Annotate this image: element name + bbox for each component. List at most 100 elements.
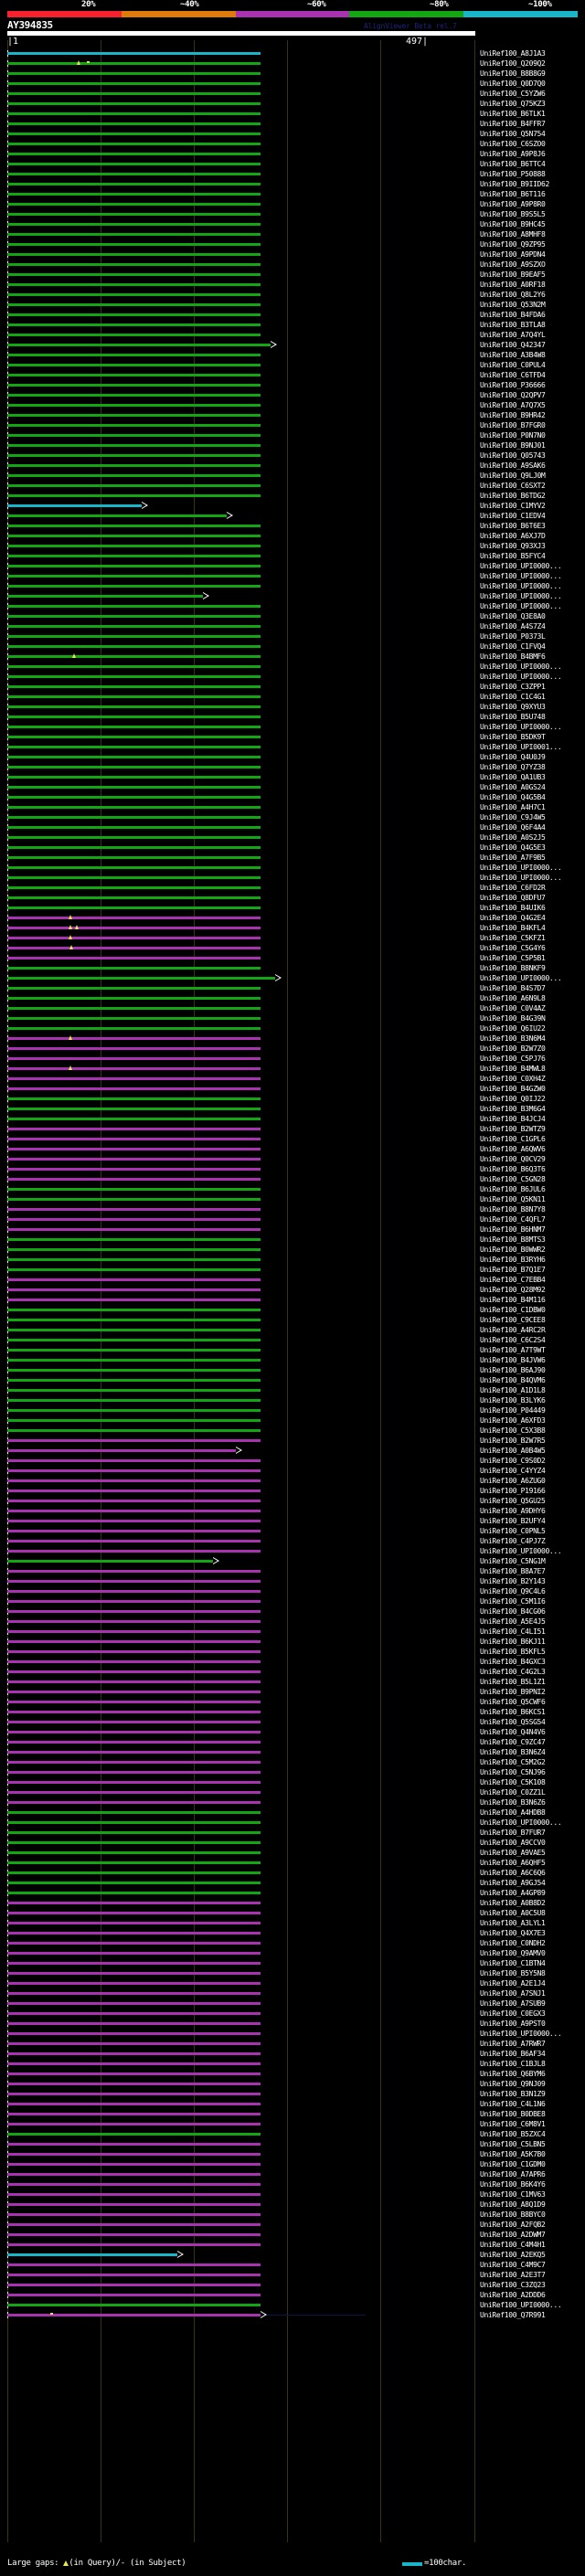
- hsp-row[interactable]: [0, 139, 585, 149]
- hsp-bar[interactable]: [7, 1007, 261, 1010]
- hit-id-label[interactable]: UniRef100_C9J4W5: [480, 813, 546, 822]
- hit-id-label[interactable]: UniRef100_C0EGX3: [480, 2009, 546, 2018]
- hit-id-label[interactable]: UniRef100_A9P8R0: [480, 200, 546, 208]
- hsp-bar[interactable]: [7, 1087, 261, 1090]
- hsp-row[interactable]: [0, 641, 585, 652]
- hsp-bar[interactable]: [7, 736, 261, 738]
- hsp-row[interactable]: [0, 280, 585, 290]
- hit-id-label[interactable]: UniRef100_C5M2G2: [480, 1758, 546, 1766]
- hsp-bar[interactable]: [7, 2173, 261, 2176]
- hsp-bar[interactable]: [7, 605, 261, 608]
- hsp-row[interactable]: [0, 1023, 585, 1034]
- hsp-row[interactable]: [0, 1436, 585, 1446]
- hit-id-label[interactable]: UniRef100_C5PJ76: [480, 1055, 546, 1063]
- hit-id-label[interactable]: UniRef100_A1D1L8: [480, 1386, 546, 1394]
- hit-id-label[interactable]: UniRef100_B4G39N: [480, 1014, 546, 1023]
- hit-id-label[interactable]: UniRef100_B9EAF5: [480, 270, 546, 279]
- hsp-bar[interactable]: [7, 1580, 261, 1583]
- hsp-bar[interactable]: [7, 655, 261, 658]
- hit-id-label[interactable]: UniRef100_Q9AMV0: [480, 1949, 546, 1957]
- hsp-bar[interactable]: [7, 695, 261, 698]
- hsp-bar[interactable]: [7, 1037, 261, 1040]
- hit-id-label[interactable]: UniRef100_B6T116: [480, 190, 546, 198]
- hsp-row[interactable]: [0, 99, 585, 109]
- hsp-bar[interactable]: [7, 555, 261, 557]
- hsp-row[interactable]: [0, 79, 585, 89]
- hsp-bar[interactable]: [7, 816, 261, 819]
- hsp-row[interactable]: [0, 239, 585, 249]
- hsp-row[interactable]: [0, 1687, 585, 1697]
- hsp-row[interactable]: [0, 1617, 585, 1627]
- hit-id-label[interactable]: UniRef100_C4M9C7: [480, 2261, 546, 2269]
- hit-id-label[interactable]: UniRef100_A2FQB2: [480, 2221, 546, 2229]
- hsp-row[interactable]: [0, 119, 585, 129]
- hit-id-label[interactable]: UniRef100_B3RYH6: [480, 1256, 546, 1264]
- hsp-bar[interactable]: [7, 2233, 261, 2236]
- hsp-row[interactable]: [0, 501, 585, 511]
- hit-id-label[interactable]: UniRef100_A9SZXO: [480, 260, 546, 269]
- hsp-row[interactable]: [0, 109, 585, 119]
- hsp-bar[interactable]: [7, 82, 261, 85]
- hit-id-label[interactable]: UniRef100_B6KCS1: [480, 1708, 546, 1716]
- hit-id-label[interactable]: UniRef100_Q7YZ38: [480, 763, 546, 771]
- hsp-row[interactable]: [0, 1114, 585, 1124]
- hsp-bar[interactable]: [7, 1208, 261, 1211]
- hsp-bar[interactable]: [7, 786, 261, 789]
- hsp-row[interactable]: [0, 1164, 585, 1174]
- hsp-bar[interactable]: [7, 1550, 261, 1553]
- hit-id-label[interactable]: UniRef100_C0NDH2: [480, 1939, 546, 1947]
- hsp-row[interactable]: [0, 893, 585, 903]
- hsp-bar[interactable]: [7, 1319, 261, 1321]
- hit-id-label[interactable]: UniRef100_C5NJ96: [480, 1768, 546, 1776]
- hsp-bar[interactable]: [7, 434, 261, 437]
- hsp-row[interactable]: [0, 1828, 585, 1838]
- hit-id-label[interactable]: UniRef100_B5ZXC4: [480, 2130, 546, 2138]
- hsp-row[interactable]: [0, 652, 585, 662]
- hsp-row[interactable]: [0, 1084, 585, 1094]
- hsp-row[interactable]: [0, 1697, 585, 1707]
- hsp-bar[interactable]: [7, 424, 261, 427]
- hsp-bar[interactable]: [7, 1299, 261, 1301]
- hsp-row[interactable]: [0, 2179, 585, 2189]
- hsp-bar[interactable]: [7, 917, 261, 919]
- hsp-bar[interactable]: [7, 253, 261, 256]
- hit-id-label[interactable]: UniRef100_Q05743: [480, 451, 546, 460]
- hit-id-label[interactable]: UniRef100_B2WTZ9: [480, 1125, 546, 1133]
- hsp-bar[interactable]: [7, 454, 261, 457]
- hsp-row[interactable]: [0, 822, 585, 832]
- hsp-row[interactable]: [0, 1154, 585, 1164]
- hsp-bar[interactable]: [7, 1288, 261, 1291]
- hsp-row[interactable]: [0, 993, 585, 1003]
- hsp-bar[interactable]: [7, 1309, 261, 1311]
- hit-id-label[interactable]: UniRef100_Q9LJ0M: [480, 472, 546, 480]
- hit-id-label[interactable]: UniRef100_B4UIK6: [480, 904, 546, 912]
- hsp-row[interactable]: [0, 2089, 585, 2099]
- hsp-bar[interactable]: [7, 384, 261, 387]
- hsp-bar[interactable]: [7, 937, 261, 939]
- hit-id-label[interactable]: UniRef100_A7APR6: [480, 2170, 546, 2178]
- hit-id-label[interactable]: UniRef100_Q53N2M: [480, 301, 546, 309]
- hsp-row[interactable]: [0, 1606, 585, 1617]
- hsp-row[interactable]: [0, 1848, 585, 1858]
- hsp-row[interactable]: [0, 1586, 585, 1596]
- hit-id-label[interactable]: UniRef100_B7FGR0: [480, 421, 546, 429]
- hit-id-label[interactable]: UniRef100_C5GN28: [480, 1175, 546, 1183]
- hit-id-label[interactable]: UniRef100_A4HDB8: [480, 1808, 546, 1817]
- hsp-bar[interactable]: [7, 1510, 261, 1512]
- hit-id-label[interactable]: UniRef100_C5NG1M: [480, 1557, 546, 1565]
- hit-id-label[interactable]: UniRef100_B3LYK6: [480, 1396, 546, 1405]
- hit-id-label[interactable]: UniRef100_B5FYC4: [480, 552, 546, 560]
- hit-id-label[interactable]: UniRef100_UPI0000...: [480, 1547, 562, 1555]
- hsp-row[interactable]: [0, 1134, 585, 1144]
- hsp-row[interactable]: [0, 2059, 585, 2069]
- hsp-row[interactable]: [0, 792, 585, 802]
- hsp-bar[interactable]: [7, 987, 261, 990]
- hit-id-label[interactable]: UniRef100_B3N6Z6: [480, 1798, 546, 1807]
- hsp-bar[interactable]: [7, 1097, 261, 1100]
- hsp-row[interactable]: [0, 2139, 585, 2149]
- hsp-bar[interactable]: [7, 1922, 261, 1924]
- hsp-bar[interactable]: [7, 2093, 261, 2095]
- hsp-bar[interactable]: [7, 2213, 261, 2216]
- hsp-row[interactable]: [0, 2019, 585, 2029]
- hit-id-label[interactable]: UniRef100_B6K4Y6: [480, 2180, 546, 2189]
